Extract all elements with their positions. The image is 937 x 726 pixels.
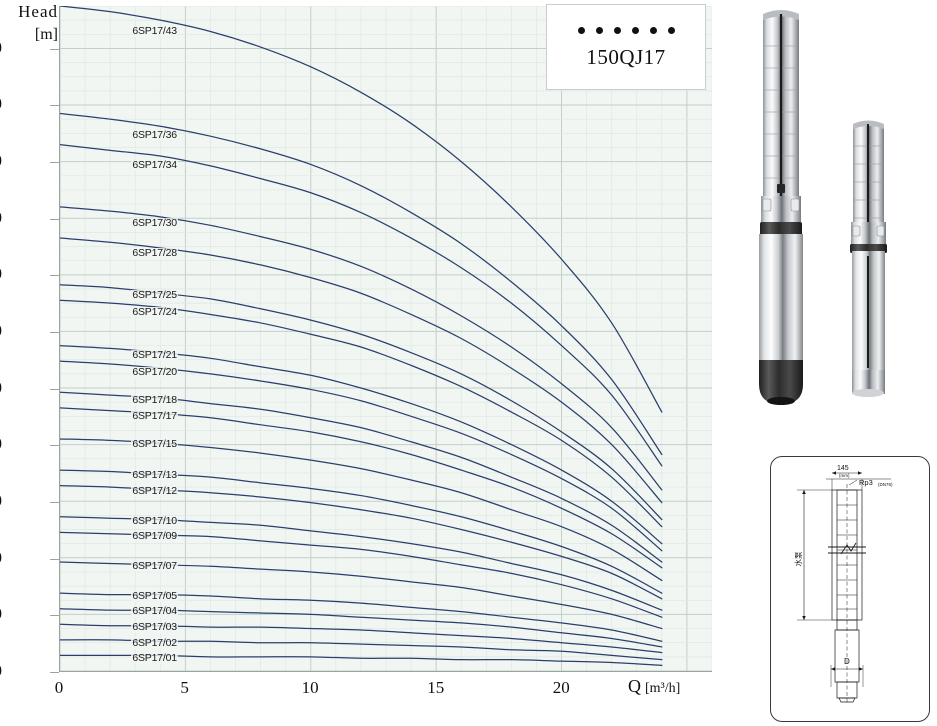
port-label: Rp3 bbox=[859, 478, 873, 487]
model-dot bbox=[649, 27, 657, 34]
length-label: 水泵 bbox=[793, 551, 803, 566]
y-axis-tick-mark bbox=[50, 331, 59, 333]
y-axis-unit: [m] bbox=[34, 26, 58, 43]
curve-6sp17-17 bbox=[60, 407, 663, 569]
model-name: 150QJ17 bbox=[586, 45, 666, 69]
x-axis-tick-label: 5 bbox=[180, 678, 189, 697]
y-axis-tick-label: 160 bbox=[0, 434, 2, 454]
curve-6sp17-09 bbox=[60, 531, 663, 618]
curve-6sp17-21 bbox=[60, 344, 663, 545]
y-axis-tick-mark bbox=[50, 275, 59, 277]
curve-6sp17-34 bbox=[60, 144, 663, 467]
curve-lines bbox=[60, 6, 663, 666]
y-axis-tick-label: 80 bbox=[0, 548, 2, 568]
curve-6sp17-07 bbox=[60, 561, 663, 630]
pump-large bbox=[759, 10, 803, 405]
pump-photo-svg bbox=[759, 10, 887, 405]
y-axis-tick-label: 320 bbox=[0, 208, 2, 228]
diameter-label: D bbox=[844, 657, 850, 666]
curve-6sp17-20 bbox=[60, 360, 663, 552]
y-axis-tick-mark bbox=[50, 615, 59, 617]
pump-photographs bbox=[726, 0, 937, 452]
y-axis-tick-mark bbox=[50, 388, 59, 390]
performance-chart: Head [m] Q [m³/h] 6SP17/43 6SP17/36 6SP17/3… bbox=[0, 2, 712, 697]
x-axis-title-text: Q bbox=[628, 676, 641, 696]
y-axis-title: Head bbox=[18, 2, 58, 21]
x-axis-tick-label: 0 bbox=[54, 678, 64, 697]
y-axis-tick-mark bbox=[50, 445, 59, 447]
y-axis-tick-label: 40 bbox=[0, 604, 2, 624]
y-axis-tick-mark bbox=[50, 672, 59, 673]
curve-6sp17-01 bbox=[60, 654, 663, 666]
curve-6sp17-36 bbox=[60, 112, 663, 456]
model-legend-box: 150QJ17 bbox=[546, 4, 706, 90]
curve-6sp17-30 bbox=[60, 206, 663, 491]
x-axis-tick-label: 10 bbox=[301, 678, 319, 697]
x-axis-tick-label: 15 bbox=[427, 678, 445, 697]
y-axis-tick-mark bbox=[50, 558, 59, 560]
model-dot bbox=[667, 27, 675, 34]
model-dot bbox=[631, 27, 639, 34]
y-axis-tick-mark bbox=[50, 105, 59, 107]
model-dot bbox=[577, 27, 585, 34]
y-axis-tick-label: 240 bbox=[0, 321, 2, 341]
x-axis-tick-label: 20 bbox=[552, 678, 570, 697]
y-axis-tick-label: 400 bbox=[0, 94, 2, 114]
model-dot bbox=[613, 27, 621, 34]
y-axis-tick-label: 280 bbox=[0, 264, 2, 284]
y-axis-tick-mark bbox=[50, 501, 59, 503]
port-sublabel: (DN76) bbox=[878, 482, 893, 487]
y-axis-tick-mark bbox=[50, 161, 59, 163]
curve-6sp17-24 bbox=[60, 299, 663, 528]
curve-6sp17-02 bbox=[60, 639, 663, 661]
y-axis-tick-label: 120 bbox=[0, 491, 2, 511]
model-dots bbox=[547, 27, 705, 34]
plot-area: 6SP17/43 6SP17/36 6SP17/34 6SP17/30 6SP17/28… bbox=[59, 6, 712, 672]
y-axis-tick-label: 200 bbox=[0, 378, 2, 398]
product-column: 145 (mm) Rp3 (DN76) 水泵 D bbox=[726, 0, 937, 726]
dim-top-label: 145 bbox=[837, 465, 849, 472]
x-axis-title: Q [m³/h] bbox=[628, 676, 680, 697]
curve-6sp17-03 bbox=[60, 623, 663, 654]
dimension-drawing-svg: 145 (mm) Rp3 (DN76) 水泵 D bbox=[793, 465, 893, 703]
y-axis-tick-label: 0 bbox=[0, 661, 2, 681]
model-dot bbox=[595, 27, 603, 34]
x-axis-unit: [m³/h] bbox=[645, 681, 681, 696]
curve-6sp17-28 bbox=[60, 237, 663, 504]
dimension-drawing: 145 (mm) Rp3 (DN76) 水泵 D bbox=[770, 456, 930, 722]
pump-small bbox=[850, 120, 887, 397]
y-axis-tick-label: 360 bbox=[0, 151, 2, 171]
y-axis-tick-mark bbox=[50, 218, 59, 220]
curve-6sp17-13 bbox=[60, 469, 663, 594]
y-axis-tick-mark bbox=[50, 48, 59, 50]
y-axis-tick-label: 440 bbox=[0, 38, 2, 58]
dim-top-unit: (mm) bbox=[839, 473, 850, 478]
curve-6sp17-43 bbox=[60, 6, 663, 413]
